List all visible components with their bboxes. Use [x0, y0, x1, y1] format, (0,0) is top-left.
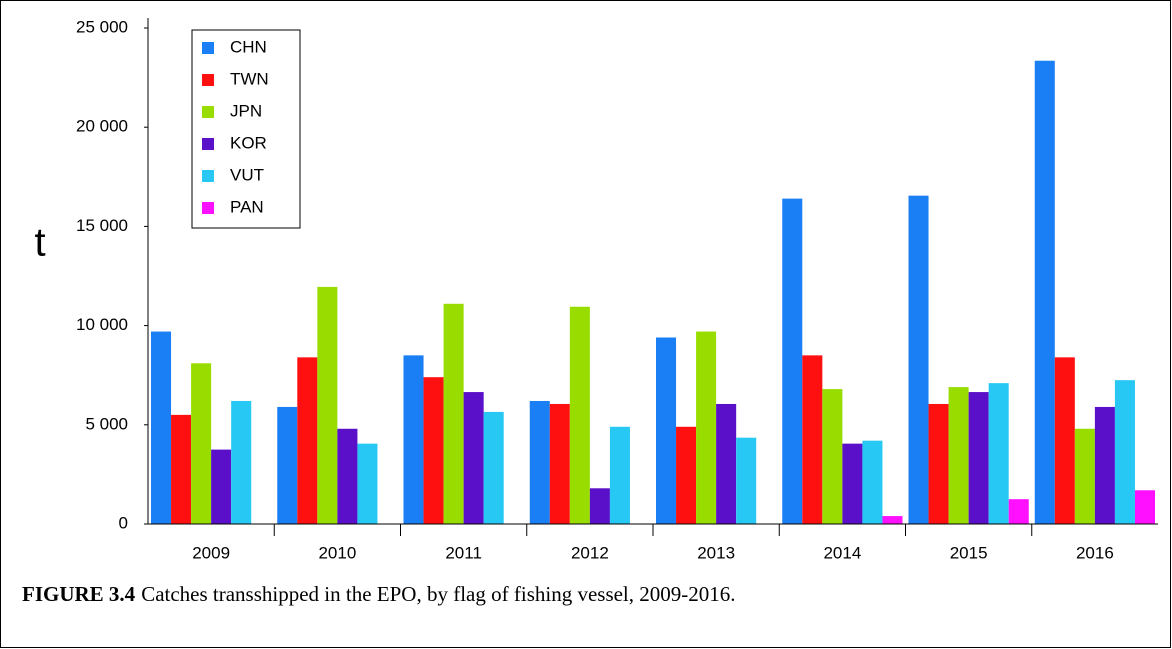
bar [802, 355, 823, 524]
bar [609, 426, 630, 524]
legend-swatch [202, 202, 214, 214]
x-tick-label: 2011 [445, 543, 482, 562]
bar [676, 426, 697, 524]
legend-box [191, 29, 301, 229]
legend-swatch [202, 138, 214, 150]
bar [822, 389, 843, 524]
bar [529, 400, 550, 524]
bar [716, 403, 737, 524]
bar [908, 195, 929, 524]
bar [988, 383, 1009, 524]
legend-label: VUT [230, 165, 264, 184]
legend-label: CHN [230, 37, 267, 56]
bar [1134, 490, 1155, 524]
legend-label: PAN [230, 197, 264, 216]
bar [463, 392, 484, 524]
bar [569, 306, 590, 524]
bar [403, 355, 424, 524]
bar [928, 403, 949, 524]
bar [297, 357, 318, 524]
y-tick-label: 25 000 [76, 17, 128, 36]
y-tick-label: 0 [119, 513, 128, 532]
bar [1074, 428, 1095, 524]
legend-label: KOR [230, 133, 267, 152]
x-tick-label: 2015 [950, 543, 988, 562]
bar [1054, 357, 1075, 524]
y-tick-label: 10 000 [76, 315, 128, 334]
bar [483, 411, 504, 524]
caption-text: Catches transshipped in the EPO, by flag… [141, 582, 735, 606]
y-tick-label: 20 000 [76, 117, 128, 136]
legend-label: JPN [230, 101, 262, 120]
bar [423, 377, 444, 524]
bar [211, 449, 232, 524]
bar [1114, 380, 1135, 524]
y-tick-label: 15 000 [76, 216, 128, 235]
legend-swatch [202, 74, 214, 86]
bar [1094, 406, 1115, 524]
bar [337, 428, 358, 524]
bar [357, 443, 378, 524]
y-tick-label: 5 000 [85, 414, 128, 433]
bar [736, 437, 757, 524]
bar [1008, 499, 1029, 524]
caption-label: FIGURE 3.4 [22, 582, 136, 606]
bar [317, 286, 338, 524]
bar [191, 363, 212, 524]
bar [589, 488, 610, 524]
bar [862, 440, 883, 524]
bar [171, 414, 192, 524]
bar [231, 400, 252, 524]
bar [782, 198, 803, 524]
bar [948, 387, 969, 524]
x-tick-label: 2014 [823, 543, 861, 562]
x-tick-label: 2009 [192, 543, 230, 562]
legend-swatch [202, 42, 214, 54]
bar [1034, 60, 1055, 525]
legend-swatch [202, 106, 214, 118]
caption: FIGURE 3.4 Catches transshipped in the EP… [22, 582, 736, 606]
bar [549, 403, 570, 524]
x-tick-label: 2013 [697, 543, 735, 562]
bar [656, 337, 677, 524]
legend-label: TWN [230, 69, 269, 88]
bar [277, 406, 298, 524]
x-tick-label: 2016 [1076, 543, 1114, 562]
y-axis-label: t [34, 221, 45, 265]
bar [696, 331, 717, 524]
bar [882, 516, 903, 524]
x-tick-label: 2012 [571, 543, 609, 562]
bar [968, 392, 989, 524]
bar [151, 331, 172, 524]
bar [842, 443, 863, 524]
legend-swatch [202, 170, 214, 182]
bar [443, 303, 464, 524]
x-tick-label: 2010 [318, 543, 356, 562]
